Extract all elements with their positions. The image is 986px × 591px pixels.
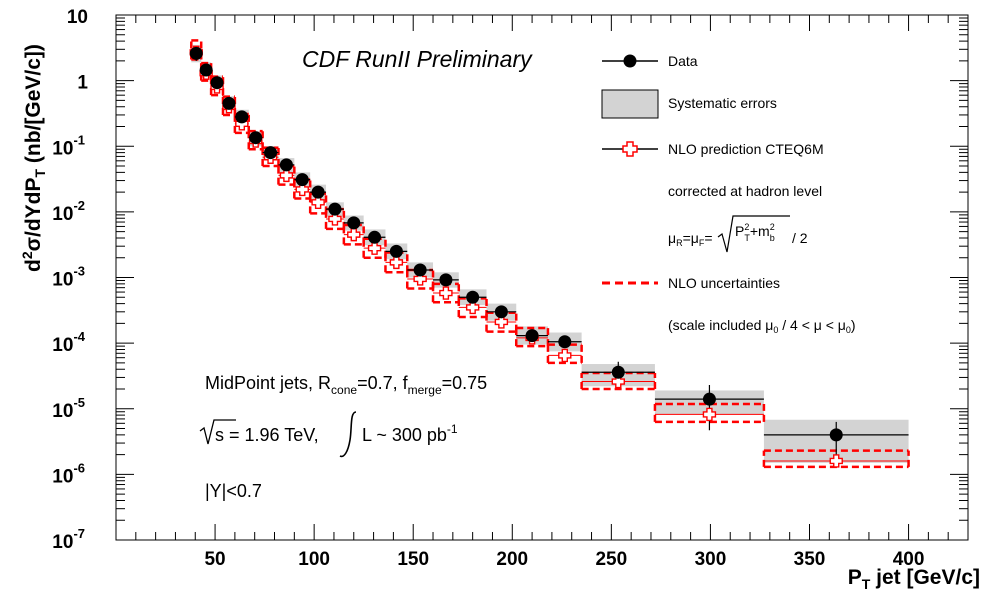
svg-text:P2T+m2b: P2 T+m2 b [735,222,775,243]
nlo-marker [494,315,509,329]
data-point [413,263,427,277]
data-point [199,63,213,77]
svg-text:μR=μF=: μR=μF= [668,230,713,248]
x-tick-label: 400 [893,549,925,570]
y-tick-label: 10-1 [52,132,85,159]
nlo-marker [389,255,404,270]
data-point [295,173,309,187]
legend-corrected-label: corrected at hadron level [668,183,822,199]
nlo-marker [328,212,342,226]
data-point [235,110,249,124]
svg-text:/ 2: / 2 [792,230,808,246]
nlo-marker [558,348,572,363]
y-tick-label: 10 [67,7,88,28]
data-point [210,76,224,90]
legend-systematic-swatch [601,89,659,119]
legend-nlo-unc-label: NLO uncertainties [668,275,780,291]
data-point [829,428,843,442]
plot-title: CDF RunII Preliminary [302,46,533,72]
data-point [311,185,325,199]
annotation-energy: s = 1.96 TeV, L ~ 300 pb-1 [199,411,458,458]
y-tick-label: 10-6 [52,460,85,487]
nlo-prediction-markers [189,45,909,468]
data-point [439,273,453,287]
data-point [189,46,203,60]
annotation-rapidity: |Y|<0.7 [205,481,262,501]
nlo-marker [279,168,294,183]
nlo-marker [413,272,427,286]
legend-nlo-label: NLO prediction CTEQ6M [668,141,824,157]
nlo-marker [829,454,843,468]
legend: Data Systematic errors NLO prediction CT… [601,53,856,335]
x-axis-title: PT jet [GeV/c] [848,566,980,591]
data-point [611,365,625,379]
data-point [389,244,403,258]
x-tick-label: 100 [298,549,330,570]
x-tick-label: 300 [695,549,727,570]
y-tick-label: 10-7 [52,526,85,553]
data-point [466,290,480,304]
data-point [264,146,278,160]
svg-text:L ~ 300 pb-1: L ~ 300 pb-1 [362,422,458,445]
nlo-marker [295,182,309,197]
x-tick-label: 200 [496,549,528,570]
nlo-uncertainty-lines [190,39,910,469]
data-point [279,158,293,172]
y-tick-label: 10-2 [52,198,85,225]
y-tick-label: 10-4 [52,329,85,356]
data-point [525,329,539,343]
legend-nlo-marker [602,141,658,157]
legend-scale-range: (scale included μ0 / 4 < μ < μ0) [668,317,856,335]
nlo-marker [439,286,453,300]
axis-ticks [116,14,968,541]
legend-data-label: Data [668,53,698,69]
legend-data-marker [602,54,658,68]
nlo-marker [347,227,361,242]
y-tick-label: 10-5 [52,395,85,422]
x-tick-label: 150 [397,549,429,570]
data-point [702,392,716,406]
data-point [249,131,263,145]
data-point [222,96,236,110]
y-tick-labels: 10 1 10-1 10-2 10-3 10-4 10-5 10-6 10-7 [52,7,88,553]
nlo-marker [702,407,717,422]
annotation-jets: MidPoint jets, Rcone=0.7, fmerge=0.75 [205,373,487,397]
legend-systematic-label: Systematic errors [668,95,777,111]
nlo-marker [367,241,382,255]
x-tick-label: 350 [794,549,826,570]
svg-text:s = 1.96 TeV,: s = 1.96 TeV, [215,425,319,445]
data-point [368,230,382,244]
x-tick-label: 250 [595,549,627,570]
nlo-marker [311,195,325,209]
data-point [494,305,508,319]
data-point [558,335,572,349]
data-point [328,202,342,216]
legend-scale-formula: μR=μF= P2 T+m2 b / 2 [668,215,808,253]
data-point [347,216,361,230]
nlo-marker [465,300,480,315]
y-tick-label: 10-3 [52,264,85,291]
x-tick-labels: 50 100 150 200 250 300 350 400 [204,549,924,570]
y-tick-label: 1 [77,73,88,94]
systematic-error-bands [191,44,909,463]
y-axis-title: d2σ/dYdPT (nb/[GeV/c]) [19,44,48,272]
x-tick-label: 50 [204,549,225,570]
data-error-bars [191,46,909,461]
data-points [189,46,843,442]
nlo-marker [611,374,625,389]
